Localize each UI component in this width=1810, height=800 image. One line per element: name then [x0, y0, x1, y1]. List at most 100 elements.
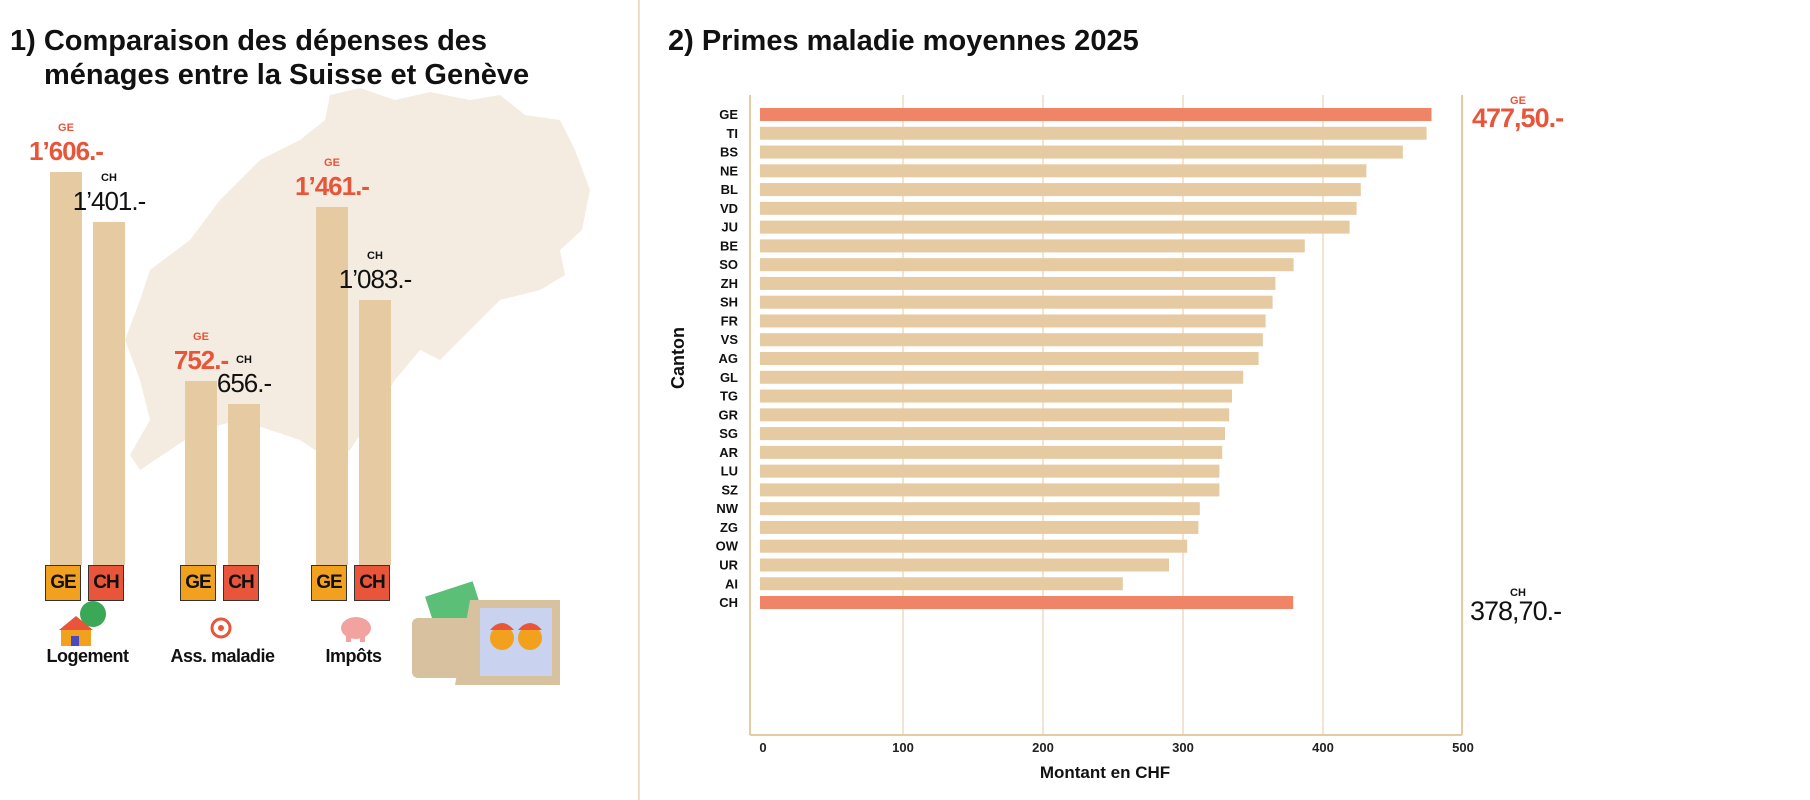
canton-label: UR — [719, 557, 738, 572]
annotation-tag-ch: CH — [1510, 587, 1526, 599]
canton-label: ZH — [721, 276, 738, 291]
value-tag-ge: GE — [58, 122, 74, 134]
bar-vs — [760, 333, 1263, 347]
bar-zg — [760, 520, 1199, 534]
x-tick-label: 100 — [892, 740, 914, 755]
canton-label: ZG — [720, 520, 738, 535]
value-label: 1’083.- — [338, 263, 413, 294]
bar-ju — [760, 220, 1350, 234]
bar-ai — [760, 577, 1123, 591]
canton-label: GE — [719, 107, 738, 122]
bar-sg — [760, 427, 1225, 441]
chart1-plot: GE 1’606.- GE CH 1’401.- CH Logement GE 752.- GE C… — [0, 0, 638, 800]
bar-nw — [760, 502, 1200, 516]
canton-label: OW — [716, 539, 739, 554]
canton-label: JU — [721, 220, 738, 235]
x-tick-label: 300 — [1172, 740, 1194, 755]
piggy-bank-icon — [341, 617, 371, 642]
bar-ch — [93, 222, 125, 565]
bar-lu — [760, 464, 1220, 478]
canton-label: LU — [721, 464, 738, 479]
legend-box-ge: GE — [311, 565, 347, 601]
y-axis-title: Canton — [668, 327, 688, 389]
bar-ti — [760, 126, 1427, 140]
canton-label: BL — [721, 182, 738, 197]
canton-label: AR — [719, 445, 738, 460]
value-label: 752.- — [173, 344, 229, 375]
bar-vd — [760, 201, 1357, 215]
canton-label: BS — [720, 145, 738, 160]
x-tick-label: 500 — [1452, 740, 1474, 755]
stethoscope-icon — [210, 617, 232, 639]
canton-label: GR — [719, 407, 739, 422]
legend-box-ge: GE — [180, 565, 216, 601]
bar-sh — [760, 295, 1273, 309]
value-tag-ch: CH — [367, 249, 383, 262]
legend-box-ge: GE — [45, 565, 81, 601]
canton-label: VD — [720, 201, 738, 216]
value-tag-ch: CH — [236, 354, 252, 367]
annotation-value-ch: 378,70.- — [1470, 596, 1561, 626]
annotation-value-ge: 477,50.- — [1472, 103, 1563, 133]
x-tick-label: 200 — [1032, 740, 1054, 755]
chart1-title: 1) Comparaison des dépenses des ménages … — [10, 24, 529, 92]
bar-bl — [760, 183, 1361, 197]
house-icon — [59, 601, 106, 646]
canton-label: TG — [720, 389, 738, 404]
bar-bs — [760, 145, 1403, 159]
canton-label: SO — [719, 257, 738, 272]
x-axis-title: Montant en CHF — [1040, 763, 1170, 782]
category-label: Ass. maladie — [170, 646, 275, 666]
value-label: 656.- — [216, 368, 272, 399]
value-label: 1’606.- — [29, 136, 104, 166]
bar-fr — [760, 314, 1266, 328]
canton-label: VS — [721, 332, 739, 347]
canton-label: AI — [725, 576, 738, 591]
panel-divider — [638, 0, 640, 800]
bar-sz — [760, 483, 1220, 497]
wallet-icon — [412, 581, 560, 685]
canton-label: TI — [726, 126, 738, 141]
legend-box-ch: CH — [223, 565, 259, 601]
bar-ge — [760, 108, 1432, 121]
canton-label: AG — [719, 351, 739, 366]
canton-label: CH — [719, 595, 738, 610]
annotation-tag-ge: GE — [1510, 95, 1526, 107]
bar-ch — [228, 404, 260, 565]
switzerland-map — [125, 88, 590, 470]
canton-label: NW — [716, 501, 738, 516]
canton-label: SZ — [721, 482, 738, 497]
bar-tg — [760, 389, 1232, 403]
chart1-title-line1: 1) Comparaison des dépenses des — [10, 25, 488, 57]
bar-ch — [359, 299, 391, 565]
value-tag-ge: GE — [324, 157, 340, 170]
legend-box-ch: CH — [88, 565, 124, 601]
bar-ge — [50, 172, 82, 565]
category-label: Impôts — [325, 646, 382, 666]
value-label: 1’461.- — [295, 171, 370, 202]
bar-be — [760, 239, 1305, 253]
legend-box-ch: CH — [354, 565, 390, 601]
chart2-title: 2) Primes maladie moyennes 2025 — [668, 25, 1139, 57]
canton-label: BE — [720, 238, 738, 253]
chart1-title-line2: ménages entre la Suisse et Genève — [44, 59, 530, 91]
bar-so — [760, 258, 1294, 272]
bar-ch — [760, 596, 1294, 610]
value-tag-ge: GE — [193, 330, 209, 343]
bar-ge — [316, 207, 348, 565]
value-tag-ch: CH — [101, 172, 117, 185]
bar-zh — [760, 276, 1276, 290]
canton-label: NE — [720, 163, 738, 178]
bar-ag — [760, 352, 1259, 366]
x-tick-label: 400 — [1312, 740, 1334, 755]
canton-label: FR — [721, 313, 739, 328]
x-tick-label: 0 — [759, 740, 766, 755]
canton-label: SH — [720, 295, 738, 310]
category-label: Logement — [46, 646, 129, 666]
bar-ow — [760, 539, 1188, 553]
bar-gl — [760, 370, 1244, 384]
bar-ar — [760, 445, 1223, 459]
bar-ur — [760, 558, 1169, 572]
bar-ge — [185, 380, 217, 565]
bar-gr — [760, 408, 1230, 422]
